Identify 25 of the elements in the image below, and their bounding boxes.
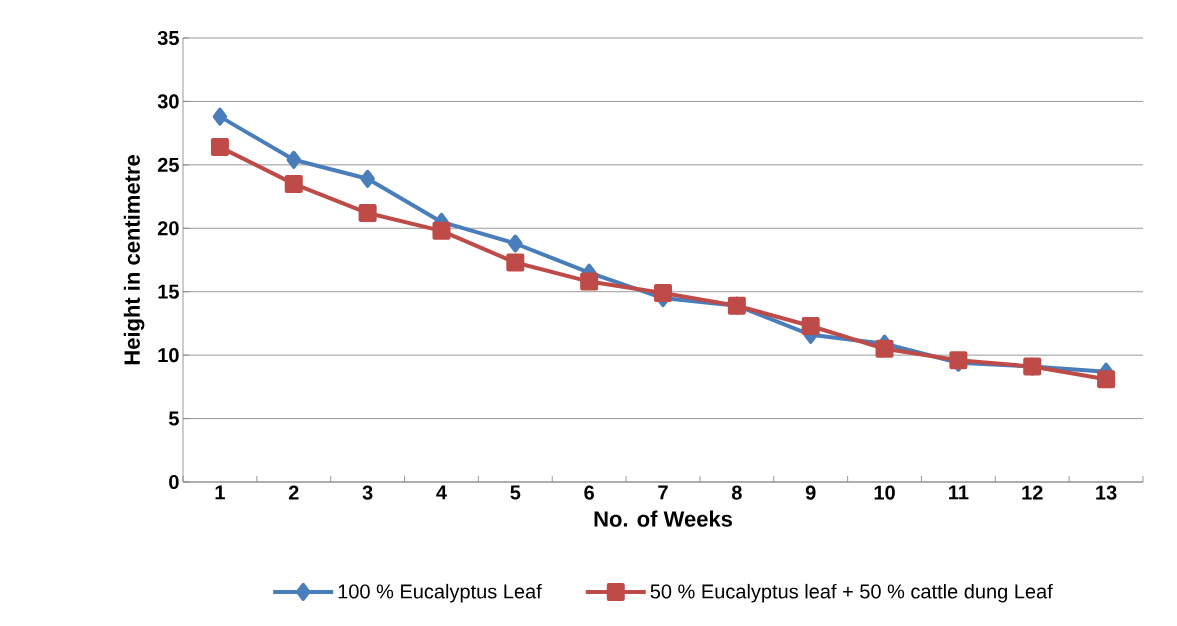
x-tick-label: 2	[288, 485, 299, 500]
y-axis-title: Height in centimetre	[123, 155, 145, 365]
legend-label: 100 % Eucalyptus Leaf	[338, 583, 542, 603]
x-tick-label: 10	[874, 485, 895, 500]
y-tick-label: 5	[168, 411, 179, 426]
y-tick-label: 15	[158, 284, 179, 299]
y-tick-label: 10	[158, 348, 179, 363]
x-tick-label: 5	[510, 485, 521, 500]
x-tick-label: 9	[805, 485, 816, 500]
x-tick-label: 13	[1096, 485, 1117, 500]
x-tick-label: 4	[436, 485, 447, 500]
x-tick-label: 8	[731, 485, 742, 500]
y-tick-label: 20	[157, 221, 179, 236]
x-tick-label: 12	[1022, 485, 1043, 500]
y-tick-label: 0	[169, 474, 179, 490]
x-tick-label: 11	[949, 485, 969, 500]
x-tick-label: 1	[215, 485, 225, 500]
y-tick-label: 25	[157, 157, 179, 172]
x-axis-title: No. of Weeks	[594, 510, 733, 527]
x-tick-label: 3	[362, 485, 373, 500]
x-tick-label: 7	[658, 485, 668, 500]
x-tick-label: 6	[584, 485, 594, 500]
legend-label: 50 % Eucalyptus leaf + 50 % cattle dung Leaf	[650, 583, 1053, 603]
y-tick-label: 35	[157, 30, 179, 46]
y-tick-label: 30	[157, 94, 179, 109]
